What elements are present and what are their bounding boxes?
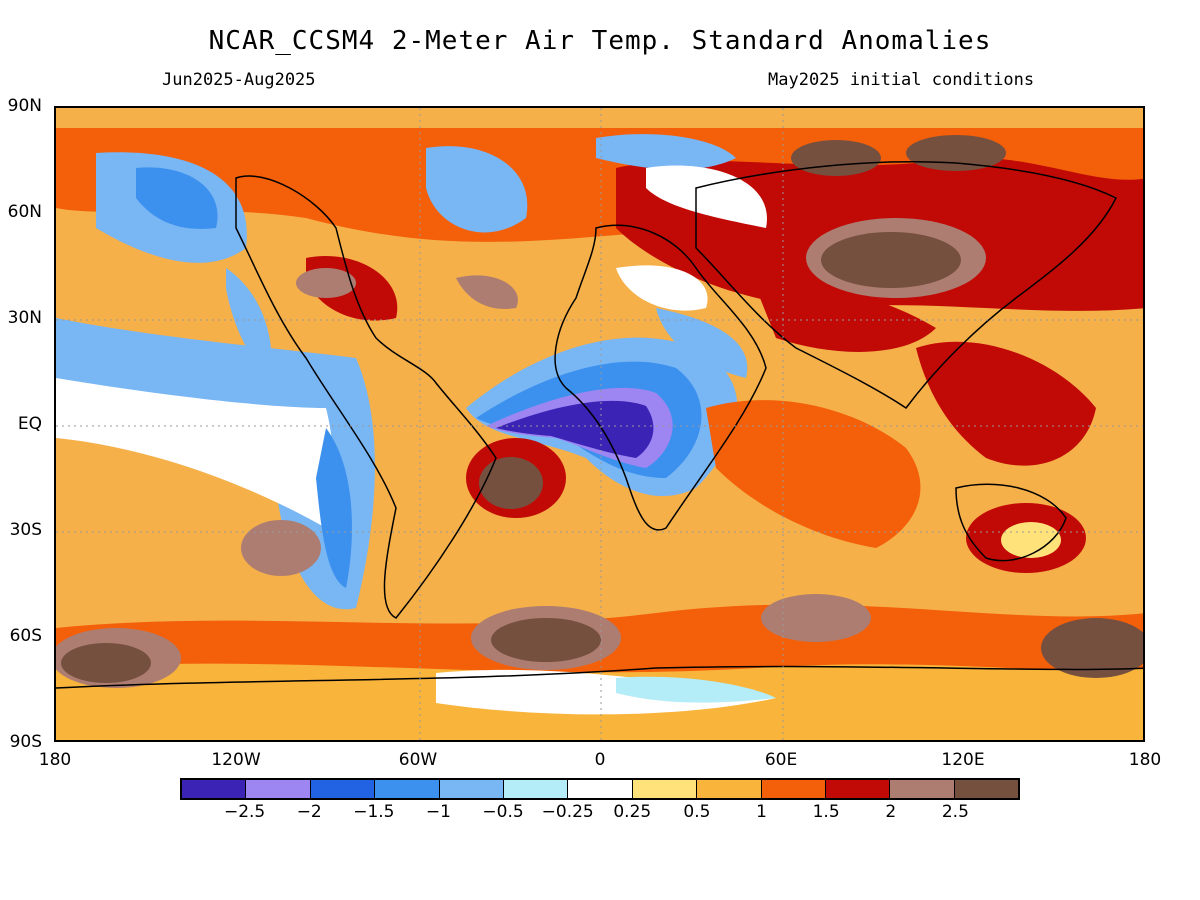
lat-label-30s: 30S bbox=[9, 520, 42, 540]
colorbar bbox=[180, 778, 1020, 800]
lon-label-120w: 120W bbox=[211, 750, 261, 770]
colorbar-label: 0.5 bbox=[683, 802, 711, 822]
colorbar-label: −2.5 bbox=[223, 802, 266, 822]
colorbar-label: 0.25 bbox=[613, 802, 652, 822]
colorbar-swatch bbox=[246, 780, 311, 798]
colorbar-swatch bbox=[825, 780, 891, 798]
lon-label-60e: 60E bbox=[764, 750, 798, 770]
lon-label-120e: 120E bbox=[941, 750, 985, 770]
colorbar-label: 1 bbox=[756, 802, 767, 822]
colorbar-swatch bbox=[375, 780, 440, 798]
colorbar-swatch bbox=[182, 780, 247, 798]
lat-label-eq: EQ bbox=[17, 414, 42, 434]
colorbar-label: −0.25 bbox=[541, 802, 594, 822]
colorbar-label: 2.5 bbox=[941, 802, 969, 822]
colorbar-swatch bbox=[954, 780, 1019, 798]
lat-label-30n: 30N bbox=[7, 308, 42, 328]
colorbar-swatch bbox=[632, 780, 698, 798]
colorbar-swatch bbox=[310, 780, 376, 798]
lon-label-0: 0 bbox=[594, 750, 606, 770]
lat-label-60n: 60N bbox=[7, 202, 42, 222]
lat-label-60s: 60S bbox=[9, 626, 42, 646]
lon-label-180e: 180 bbox=[1128, 750, 1162, 770]
colorbar-swatch bbox=[568, 780, 633, 798]
lat-label-90s: 90S bbox=[9, 732, 42, 752]
colorbar-label: −1 bbox=[425, 802, 451, 822]
forecast-period: Jun2025-Aug2025 bbox=[162, 70, 316, 90]
colorbar-swatch bbox=[439, 780, 504, 798]
anomaly-map-graphic bbox=[56, 108, 1143, 740]
colorbar-swatch bbox=[890, 780, 955, 798]
initial-conditions: May2025 initial conditions bbox=[768, 70, 1035, 90]
colorbar-label: −1.5 bbox=[353, 802, 395, 822]
colorbar-swatch bbox=[503, 780, 569, 798]
colorbar-label: −2 bbox=[296, 802, 322, 822]
colorbar-swatch bbox=[697, 780, 762, 798]
colorbar-label: −0.5 bbox=[482, 802, 524, 822]
colorbar-label: 1.5 bbox=[812, 802, 840, 822]
colorbar-label: 2 bbox=[885, 802, 897, 822]
anomaly-map bbox=[54, 106, 1145, 742]
colorbar-swatch bbox=[761, 780, 826, 798]
map-title: NCAR_CCSM4 2-Meter Air Temp. Standard An… bbox=[208, 26, 992, 56]
lat-label-90n: 90N bbox=[7, 96, 42, 116]
lon-label-180w: 180 bbox=[38, 750, 72, 770]
lon-label-60w: 60W bbox=[398, 750, 438, 770]
